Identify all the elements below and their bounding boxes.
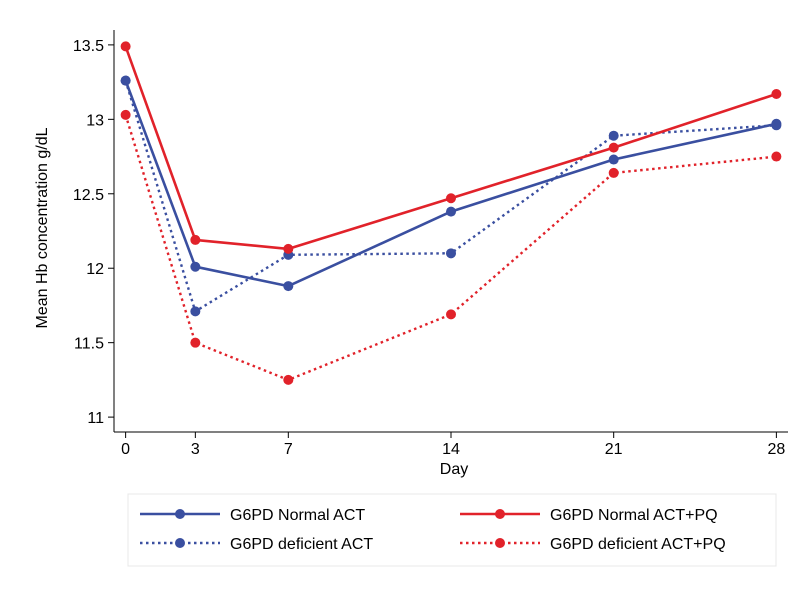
series-2 <box>120 75 782 317</box>
data-point <box>446 309 456 320</box>
data-point <box>446 248 456 259</box>
data-point <box>283 374 294 385</box>
y-axis-label: Mean Hb concentration g/dL <box>34 127 51 328</box>
x-tick-label: 14 <box>442 441 460 458</box>
data-point <box>190 306 201 317</box>
data-point <box>120 41 131 52</box>
series-layer <box>120 41 782 385</box>
series-1 <box>120 41 782 254</box>
data-point <box>446 206 456 217</box>
series-line <box>124 114 777 382</box>
legend-item: G6PD deficient ACT <box>140 536 373 553</box>
x-tick-label: 7 <box>284 441 293 458</box>
y-tick-label: 11.5 <box>74 336 104 353</box>
x-axis-label: Day <box>440 461 468 478</box>
data-point <box>771 120 782 131</box>
data-point <box>608 142 619 153</box>
x-ticks: 0 3 7 14 21 28 <box>121 432 785 458</box>
series-line <box>124 45 777 251</box>
data-point <box>283 243 294 254</box>
legend-marker <box>495 538 505 548</box>
legend-marker <box>495 509 505 519</box>
x-tick-label: 3 <box>191 441 200 458</box>
data-point <box>190 337 201 348</box>
data-point <box>608 154 619 165</box>
y-tick-label: 11 <box>87 410 104 427</box>
data-point <box>190 234 201 245</box>
legend-item: G6PD deficient ACT+PQ <box>460 536 726 553</box>
legend-label: G6PD deficient ACT+PQ <box>550 536 726 553</box>
legend-marker <box>175 509 185 519</box>
legend-marker <box>175 538 185 548</box>
series-0 <box>120 75 782 292</box>
series-3 <box>120 109 782 385</box>
y-tick-label: 13 <box>86 112 104 129</box>
legend-label: G6PD Normal ACT <box>230 507 365 524</box>
y-tick-label: 12 <box>86 261 104 278</box>
data-point <box>283 281 294 292</box>
legend-box <box>127 493 777 567</box>
y-tick-label: 12.5 <box>73 187 104 204</box>
x-tick-label: 0 <box>121 441 130 458</box>
series-line <box>124 80 777 288</box>
data-point <box>608 167 619 178</box>
y-tick-label: 13.5 <box>73 38 104 55</box>
legend-item: G6PD Normal ACT <box>140 507 365 524</box>
data-point <box>120 109 131 120</box>
legend-label: G6PD Normal ACT+PQ <box>550 507 718 524</box>
data-point <box>771 89 782 100</box>
data-point <box>608 130 619 141</box>
data-point <box>446 193 456 204</box>
legend-item: G6PD Normal ACT+PQ <box>460 507 718 524</box>
x-tick-label: 28 <box>767 441 785 458</box>
data-point <box>771 151 782 162</box>
legend: G6PD Normal ACT G6PD Normal ACT+PQ G6PD de… <box>140 507 726 553</box>
y-ticks: 11 11.5 12 12.5 13 13.5 <box>73 38 114 427</box>
x-tick-label: 21 <box>605 441 623 458</box>
data-point <box>190 261 201 272</box>
data-point <box>120 75 131 86</box>
legend-label: G6PD deficient ACT <box>230 536 373 553</box>
